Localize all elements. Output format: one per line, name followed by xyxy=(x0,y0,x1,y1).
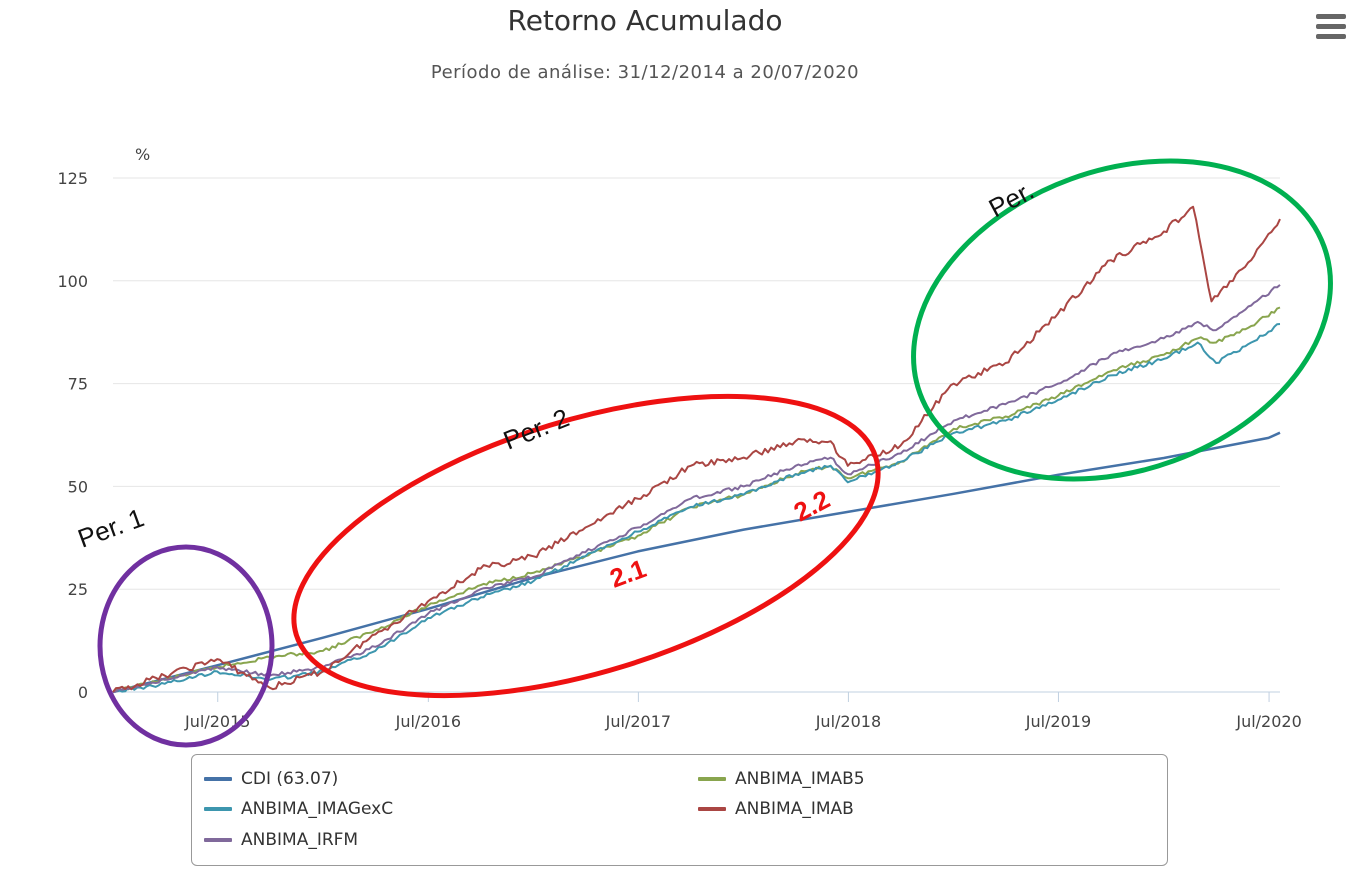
chart-title: Retorno Acumulado xyxy=(507,4,783,37)
y-tick-label: 125 xyxy=(57,169,88,188)
y-tick-label: 0 xyxy=(78,683,88,702)
y-axis-label: % xyxy=(135,145,150,164)
y-tick-label: 50 xyxy=(68,477,88,496)
annotation-per-3: Per. xyxy=(984,175,1039,223)
annotation-2-1: 2.1 xyxy=(606,553,650,594)
legend-item-cdi[interactable]: CDI (63.07) xyxy=(204,769,338,789)
legend-item-imab5[interactable]: ANBIMA_IMAB5 xyxy=(698,769,865,789)
legend-label: CDI (63.07) xyxy=(241,769,339,789)
y-axis-ticks: 0 25 50 75 100 125 xyxy=(57,169,88,702)
annotation-per-1: Per. 1 xyxy=(74,502,148,553)
x-tick-label: Jul/2018 xyxy=(815,712,881,731)
period-1-ellipse xyxy=(97,544,275,748)
series-line xyxy=(112,306,1281,693)
series-line xyxy=(112,431,1281,694)
legend-swatch xyxy=(204,807,232,811)
x-tick-label: Jul/2020 xyxy=(1235,712,1301,731)
hamburger-menu-icon[interactable] xyxy=(1316,14,1348,42)
y-tick-label: 100 xyxy=(57,272,88,291)
legend-label: ANBIMA_IMAB5 xyxy=(735,769,865,789)
x-axis-ticks: Jul/2015 Jul/2016 Jul/2017 Jul/2018 Jul/2019… xyxy=(184,692,1302,731)
series-line xyxy=(112,284,1281,693)
legend-label: ANBIMA_IMAGexC xyxy=(241,799,394,819)
legend-swatch xyxy=(698,807,726,811)
y-tick-label: 75 xyxy=(68,375,88,394)
annotation-per-2: Per. 2 xyxy=(499,402,573,455)
grid-lines xyxy=(113,177,1280,693)
legend-label: ANBIMA_IMAB xyxy=(735,799,854,819)
legend-item-imagexc[interactable]: ANBIMA_IMAGexC xyxy=(204,799,393,819)
chart-legend: CDI (63.07) ANBIMA_IMAB5 ANBIMA_IMAGexC … xyxy=(191,754,1168,866)
legend-swatch xyxy=(204,838,232,842)
period-2-ellipse xyxy=(291,393,881,699)
chart-subtitle: Período de análise: 31/12/2014 a 20/07/2… xyxy=(430,62,860,83)
legend-item-imab[interactable]: ANBIMA_IMAB xyxy=(698,799,854,819)
series-lines xyxy=(112,205,1281,694)
y-tick-label: 25 xyxy=(68,580,88,599)
x-tick-label: Jul/2017 xyxy=(605,712,671,731)
series-line xyxy=(112,323,1281,693)
x-tick-label: Jul/2016 xyxy=(395,712,461,731)
x-tick-label: Jul/2019 xyxy=(1025,712,1091,731)
period-3-ellipse xyxy=(911,158,1333,482)
legend-label: ANBIMA_IRFM xyxy=(241,830,359,850)
legend-swatch xyxy=(204,777,232,781)
series-line xyxy=(112,205,1281,693)
legend-item-irfm[interactable]: ANBIMA_IRFM xyxy=(204,830,358,850)
legend-swatch xyxy=(698,777,726,781)
